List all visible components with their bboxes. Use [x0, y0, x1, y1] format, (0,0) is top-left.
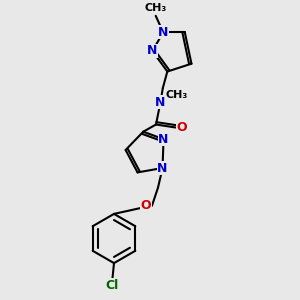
Text: N: N: [158, 161, 168, 175]
Text: Cl: Cl: [106, 279, 119, 292]
Text: N: N: [147, 44, 158, 58]
Text: O: O: [141, 199, 152, 212]
Text: N: N: [158, 26, 168, 39]
Text: N: N: [155, 95, 166, 109]
Text: CH₃: CH₃: [145, 3, 167, 13]
Text: O: O: [176, 121, 187, 134]
Text: CH₃: CH₃: [166, 89, 188, 100]
Text: N: N: [158, 133, 169, 146]
